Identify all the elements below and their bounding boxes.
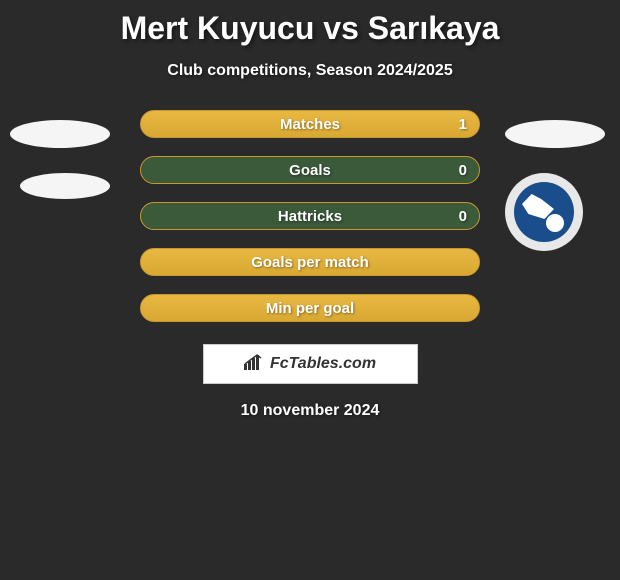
stat-label: Goals per match	[251, 254, 369, 271]
chart-icon	[244, 354, 264, 375]
team-logo-placeholder	[20, 173, 110, 199]
stat-bar-hattricks: Hattricks 0	[140, 202, 480, 230]
stat-value: 0	[459, 208, 467, 225]
erzurumspor-logo	[505, 173, 583, 251]
stat-bar-goals-per-match: Goals per match	[140, 248, 480, 276]
stat-label: Min per goal	[266, 300, 354, 317]
date-text: 10 november 2024	[0, 402, 620, 420]
right-team-logos	[505, 120, 605, 251]
brand-box: FcTables.com	[203, 344, 418, 384]
stat-value: 1	[459, 116, 467, 133]
brand-text: FcTables.com	[270, 355, 376, 373]
stat-label: Goals	[289, 162, 331, 179]
stat-label: Matches	[280, 116, 340, 133]
stat-bar-goals: Goals 0	[140, 156, 480, 184]
subtitle: Club competitions, Season 2024/2025	[0, 62, 620, 80]
team-logo-placeholder	[10, 120, 110, 148]
stat-value: 0	[459, 162, 467, 179]
team-logo-placeholder	[505, 120, 605, 148]
stat-bar-min-per-goal: Min per goal	[140, 294, 480, 322]
stat-label: Hattricks	[278, 208, 342, 225]
stat-bar-matches: Matches 1	[140, 110, 480, 138]
left-team-logos	[10, 120, 110, 199]
page-title: Mert Kuyucu vs Sarıkaya	[0, 0, 620, 47]
